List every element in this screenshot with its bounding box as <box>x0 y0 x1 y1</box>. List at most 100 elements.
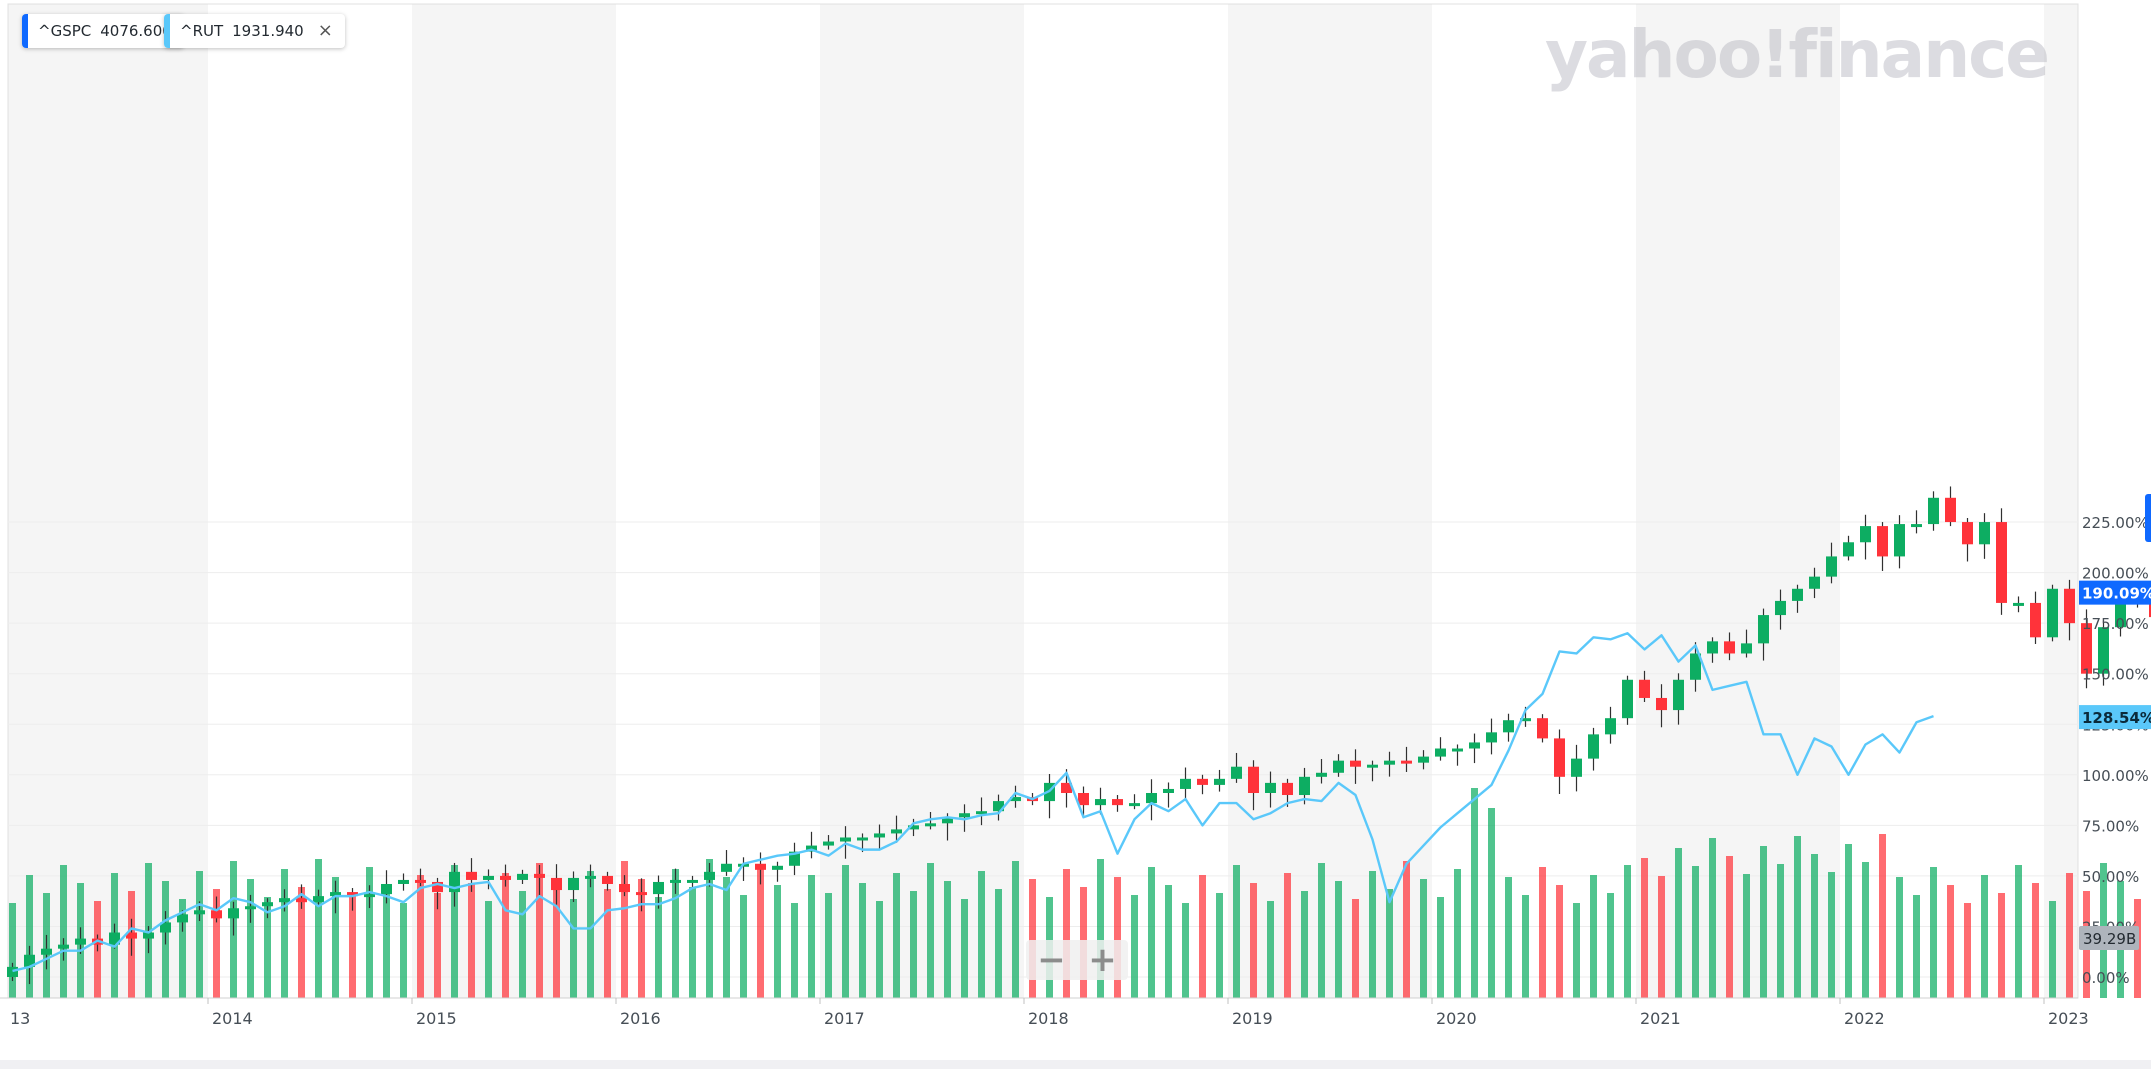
y-tick-label: 100.00% <box>2082 767 2149 785</box>
volume-bar <box>1216 893 1223 998</box>
legend-rut-value: 1931.940 <box>232 22 304 40</box>
candle-body <box>823 841 834 846</box>
candle-body <box>993 801 1004 812</box>
year-band <box>820 4 1024 998</box>
candle-body <box>1435 748 1446 757</box>
year-band <box>2044 4 2078 998</box>
candle-body <box>1860 526 1871 543</box>
volume-bar <box>995 889 1002 998</box>
volume-bar <box>502 873 509 998</box>
volume-bar <box>808 875 815 998</box>
volume-bar <box>332 877 339 998</box>
candle-body <box>1061 782 1072 793</box>
volume-bar <box>2066 873 2073 998</box>
volume-badge-bg <box>2079 926 2139 950</box>
legend-gspc-symbol: ^GSPC <box>38 22 92 40</box>
panel-handle[interactable] <box>2145 494 2151 542</box>
volume-bar <box>417 875 424 998</box>
volume-bar <box>213 889 220 998</box>
volume-badge: 39.29B <box>2079 926 2139 950</box>
volume-bar <box>1301 891 1308 998</box>
volume-bar <box>655 897 662 998</box>
price-badges: 190.09% 128.54% 39.29B <box>2079 580 2151 950</box>
candle-body <box>1367 764 1378 768</box>
candle-body <box>449 871 460 893</box>
volume-badge-text: 39.29B <box>2083 930 2136 948</box>
candle-body <box>772 865 783 870</box>
x-tick-label: 2019 <box>1232 1009 1273 1028</box>
volume-bar <box>264 897 271 998</box>
volume-bar <box>1097 859 1104 998</box>
candle-body <box>1333 760 1344 773</box>
y-tick-label: 0.00% <box>2082 969 2130 987</box>
candle-body <box>1265 782 1276 793</box>
x-tick-label: 13 <box>10 1009 30 1028</box>
zoom-in-button[interactable]: + <box>1088 940 1117 980</box>
candle-body <box>1231 766 1242 779</box>
volume-bar <box>1029 879 1036 998</box>
x-tick-label: 2018 <box>1028 1009 1069 1028</box>
volume-bar <box>1318 863 1325 998</box>
candle-body <box>1248 766 1259 793</box>
volume-bar <box>859 883 866 998</box>
candle-body <box>364 894 375 898</box>
year-band <box>1228 4 1432 998</box>
candle-body <box>1146 792 1157 804</box>
candle-body <box>1758 615 1769 644</box>
bottom-scroll-bar[interactable] <box>0 1060 2151 1069</box>
volume-bar <box>757 867 764 998</box>
volume-bar <box>2049 901 2056 998</box>
volume-bar <box>1845 844 1852 998</box>
volume-bar <box>1267 901 1274 998</box>
candle-body <box>670 879 681 883</box>
volume-bar <box>978 871 985 998</box>
volume-bar <box>706 859 713 998</box>
volume-bar <box>451 865 458 998</box>
close-icon[interactable]: × <box>317 20 333 41</box>
candle-body <box>143 932 154 939</box>
volume-bar <box>1352 899 1359 998</box>
zoom-out-button[interactable]: − <box>1037 940 1066 980</box>
candle-body <box>1282 782 1293 796</box>
candle-body <box>313 896 324 903</box>
candle-body <box>1129 803 1140 807</box>
candle-body <box>41 948 52 955</box>
gspc-badge-text: 190.09% <box>2082 585 2151 603</box>
candle-body <box>619 883 630 893</box>
volume-bar <box>1437 897 1444 998</box>
candle-body <box>1214 778 1225 785</box>
volume-bar <box>1182 903 1189 998</box>
candle-body <box>75 938 86 945</box>
rut-badge-text: 128.54% <box>2082 709 2151 727</box>
volume-bar <box>604 889 611 998</box>
candle-body <box>551 877 562 891</box>
x-tick-label: 2014 <box>212 1009 253 1028</box>
volume-bar <box>638 879 645 998</box>
legend-rut[interactable]: ^RUT 1931.940 × <box>164 14 345 48</box>
legend-gspc[interactable]: ^GSPC 4076.600 <box>22 14 184 48</box>
volume-bar <box>1726 856 1733 998</box>
volume-bar <box>1641 858 1648 998</box>
candle-body <box>653 881 664 895</box>
volume-bar <box>1403 861 1410 998</box>
candle-body <box>126 932 137 939</box>
candle-body <box>908 825 919 830</box>
volume-bar <box>1760 846 1767 998</box>
y-tick-label: 175.00% <box>2082 615 2149 633</box>
volume-bar <box>485 901 492 998</box>
volume-bar <box>315 859 322 998</box>
volume-bar <box>1148 867 1155 998</box>
volume-bar <box>825 893 832 998</box>
candle-body <box>1418 756 1429 763</box>
candle-body <box>1520 718 1531 722</box>
candle-body <box>109 932 120 945</box>
volume-bar <box>298 887 305 998</box>
volume-bar <box>1658 876 1665 998</box>
candle-body <box>2115 594 2126 628</box>
rut-swatch <box>164 14 170 48</box>
candle-body <box>1112 799 1123 806</box>
volume-bar <box>400 903 407 998</box>
volume-bar <box>9 903 16 998</box>
volume-bar <box>1505 877 1512 998</box>
